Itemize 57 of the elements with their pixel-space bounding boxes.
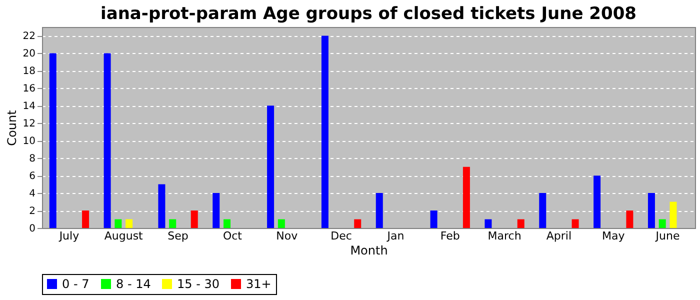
bar (462, 166, 470, 228)
bar (670, 202, 677, 228)
x-tick-label: May (602, 230, 626, 242)
bar (658, 219, 666, 228)
y-tick-label: 22 (22, 31, 36, 42)
x-tick-label: Nov (276, 230, 298, 242)
x-tick-label: Sep (168, 230, 188, 242)
x-tick-label: August (104, 230, 144, 242)
bar (354, 219, 362, 228)
x-tick-label: April (546, 230, 572, 242)
bar (517, 219, 524, 228)
bar (539, 193, 546, 228)
bar (212, 193, 220, 228)
y-tick-label: 0 (29, 224, 36, 234)
bar (190, 210, 198, 228)
bar (484, 219, 492, 228)
bar (126, 219, 133, 228)
y-axis-title: Count (4, 110, 19, 146)
x-tick-label: Feb (440, 230, 460, 242)
legend-label: 0 - 7 (62, 277, 90, 291)
bar (114, 219, 122, 228)
y-tick-label: 20 (22, 48, 36, 60)
bar (82, 210, 90, 228)
x-tick-label: June (654, 230, 680, 242)
y-tick-label: 18 (22, 66, 36, 78)
legend-label: 15 - 30 (177, 277, 220, 291)
y-tick-label: 10 (22, 136, 36, 148)
bar (648, 193, 655, 228)
legend-label: 8 - 14 (116, 277, 151, 291)
y-tick-label: 2 (29, 206, 36, 218)
bar (224, 219, 231, 228)
bar (321, 36, 328, 228)
x-tick-label: Jan (386, 230, 404, 242)
x-axis-title: Month (350, 244, 388, 258)
bar (594, 176, 601, 228)
x-tick-label: July (58, 230, 80, 242)
legend-label: 31+ (246, 277, 272, 291)
bar (104, 53, 111, 228)
chart-title: iana-prot-param Age groups of closed tickets June 2008 (100, 4, 636, 24)
bar (430, 210, 438, 228)
bar (626, 210, 634, 228)
x-tick-label: Oct (222, 230, 243, 242)
y-tick-label: 14 (22, 101, 36, 112)
bar (572, 219, 579, 228)
bar (267, 106, 274, 228)
y-tick-label: 8 (29, 154, 36, 165)
x-tick-label: March (488, 230, 522, 242)
bar (376, 193, 383, 228)
bar (158, 184, 166, 228)
y-tick-label: 16 (22, 84, 36, 95)
y-tick-label: 4 (29, 188, 36, 200)
y-tick-label: 12 (22, 118, 36, 130)
y-tick-label: 6 (29, 171, 36, 182)
bar (278, 219, 285, 228)
bar (49, 53, 56, 228)
x-tick-label: Dec (330, 230, 352, 242)
bar (169, 219, 176, 228)
